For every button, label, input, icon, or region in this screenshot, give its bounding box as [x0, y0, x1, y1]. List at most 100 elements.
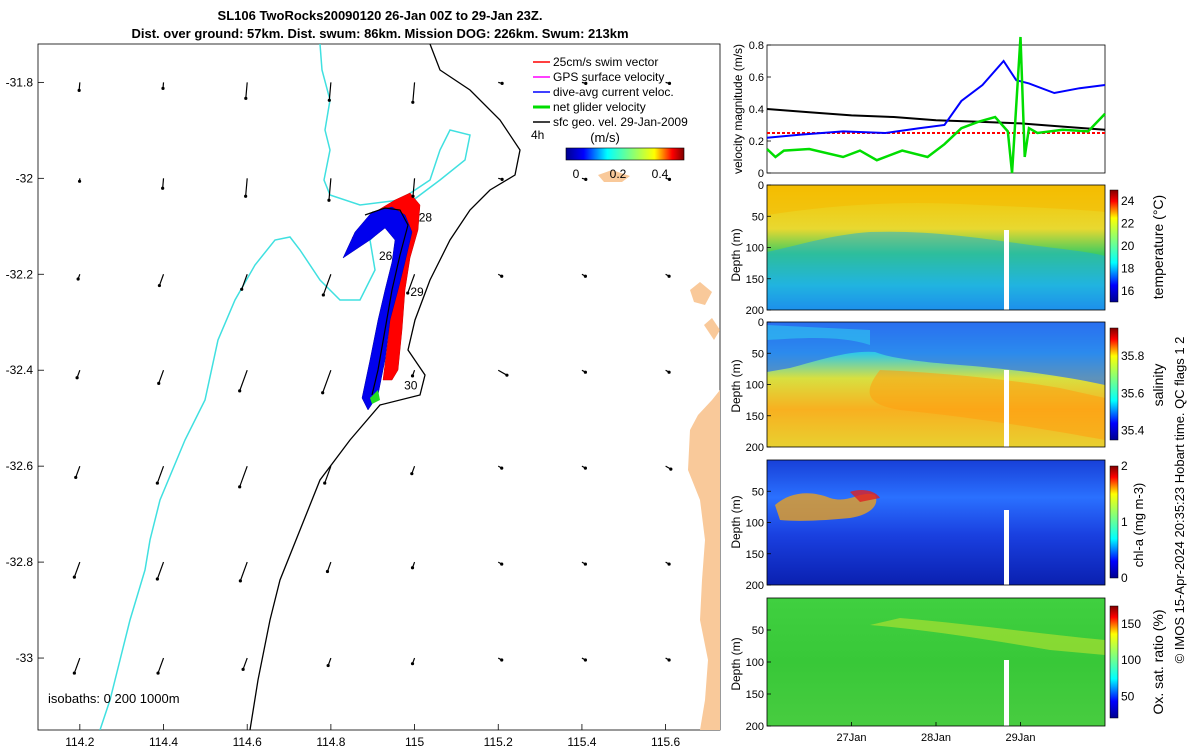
- vel-ytick-label: 0.2: [749, 136, 764, 148]
- track-line: [364, 207, 409, 396]
- colorbar-tick-label: 16: [1121, 284, 1135, 298]
- figure-title-line1: SL106 TwoRocks20090120 26-Jan 00Z to 29-…: [217, 8, 543, 23]
- surface-velocity-vectors: [72, 81, 673, 675]
- map-xtick-label: 114.4: [149, 735, 178, 749]
- velocity-vector: [322, 370, 332, 393]
- vector-head: [244, 96, 248, 100]
- vector-head: [500, 274, 504, 278]
- land-island-1: [690, 282, 712, 305]
- vel-ytick-label: 0.6: [749, 72, 764, 84]
- vector-head: [323, 481, 327, 485]
- vector-head: [583, 658, 587, 662]
- vector-head: [583, 274, 587, 278]
- velocity-vector: [328, 178, 332, 201]
- day-label: 28: [419, 210, 433, 224]
- colorbar-tick: 0.2: [610, 167, 627, 181]
- velocity-series: [766, 108, 1106, 131]
- vel-ytick-label: 0.4: [749, 104, 764, 116]
- vector-head: [75, 376, 79, 380]
- colorbar-tick-label: 35.6: [1121, 386, 1145, 400]
- vector-head: [238, 485, 242, 489]
- chl-cblabel: chl-a (mg m-3): [1131, 483, 1146, 568]
- isobath-1000: [99, 44, 471, 730]
- vector-head: [411, 100, 415, 104]
- velocity-series: [766, 36, 1106, 174]
- velocity-vector: [156, 561, 165, 580]
- time-tick-label: 29Jan: [1006, 732, 1036, 744]
- vector-head: [667, 274, 671, 278]
- temperature-panel: temperature (°C) 16 18 20 22 24 Depth (m) 0 5…: [729, 180, 1166, 317]
- vector-head: [667, 370, 671, 374]
- map-x-ticks: 114.2 114.4 114.6 114.8 115 115.2 115.4 115.6: [65, 724, 681, 749]
- vector-head: [584, 177, 588, 181]
- colorbar-tick-label: 2: [1121, 459, 1128, 473]
- vector-head: [667, 81, 672, 85]
- vector-head: [321, 391, 325, 395]
- vector-head: [584, 81, 588, 85]
- depth-tick-label: 50: [752, 348, 764, 360]
- day-labels: 26 28 29 30: [379, 210, 432, 392]
- colorbar-tick-label: 1: [1121, 515, 1128, 529]
- vector-head: [74, 475, 78, 480]
- legend-label: dive-avg current veloc.: [553, 85, 674, 99]
- map-xtick-label: 115: [405, 735, 424, 749]
- depth-label: Depth (m): [729, 359, 743, 412]
- map-xtick-label: 114.6: [233, 735, 262, 749]
- temperature-colorbar: [1109, 189, 1119, 303]
- salinity-panel: salinity 35.4 35.6 35.8 Depth (m) 0 50 100 15…: [729, 317, 1166, 454]
- vector-head: [500, 658, 504, 662]
- legend-label: net glider velocity: [553, 100, 646, 114]
- velocity-panel: 0 0.2 0.4 0.6 0.8 velocity magnitude (m/s): [731, 36, 1106, 180]
- oxygen-panel: Ox. sat. ratio (%) 50 100 150 Depth (m) 50…: [729, 597, 1166, 744]
- vector-head: [410, 374, 415, 378]
- legend-label: sfc geo. vel. 29-Jan-2009: [553, 115, 688, 129]
- colorbar-tick-label: 24: [1121, 194, 1135, 208]
- velocity-vector: [242, 657, 248, 670]
- vector-head: [669, 467, 673, 471]
- depth-tick-label: 200: [746, 442, 764, 454]
- map-ytick-label: -32.2: [6, 267, 34, 281]
- velocity-vector: [245, 178, 248, 197]
- vector-head: [157, 381, 161, 385]
- vector-head: [155, 577, 159, 581]
- depth-label: Depth (m): [729, 637, 743, 690]
- imos-credit: © IMOS 15-Apr-2024 20:35:23 Hobart time.…: [1172, 337, 1187, 664]
- velocity-vector: [326, 561, 332, 572]
- temperature-cblabel: temperature (°C): [1150, 195, 1166, 299]
- oxygen-cblabel: Ox. sat. ratio (%): [1150, 609, 1166, 714]
- vector-head: [161, 86, 165, 90]
- map-xtick-label: 115.2: [484, 735, 513, 749]
- depth-tick-label: 100: [746, 518, 764, 530]
- depth-tick-label: 150: [746, 411, 764, 423]
- map-xtick-label: 114.8: [316, 735, 345, 749]
- vector-head: [72, 575, 76, 579]
- map-xtick-label: 115.6: [651, 735, 680, 749]
- vector-head: [326, 663, 330, 668]
- map-xtick-label: 115.4: [567, 735, 596, 749]
- colorbar-tick-label: 150: [1121, 617, 1141, 631]
- depth-tick-label: 100: [746, 380, 764, 392]
- velocity-vector: [239, 465, 248, 488]
- figure-title-line2: Dist. over ground: 57km. Dist. swum: 86k…: [131, 26, 629, 41]
- colorbar-tick-label: 18: [1121, 261, 1135, 275]
- map-ytick-label: -33: [16, 651, 34, 665]
- map-xtick-label: 114.2: [65, 735, 94, 749]
- isobaths-label: isobaths: 0 200 1000m: [48, 691, 180, 706]
- map-ytick-label: -32: [16, 171, 34, 185]
- depth-tick-label: 200: [746, 580, 764, 592]
- map-y-ticks: -31.8 -32 -32.2 -32.4 -32.6 -32.8 -33: [6, 75, 44, 665]
- vector-head: [157, 283, 162, 288]
- vector-head: [327, 198, 331, 202]
- vector-head: [321, 293, 325, 297]
- vector-head: [667, 562, 671, 566]
- vector-head: [156, 671, 160, 675]
- land-coast: [688, 390, 720, 730]
- depth-tick-label: 100: [746, 243, 764, 255]
- depth-tick-label: 50: [752, 625, 764, 637]
- velocity-vector: [73, 561, 81, 578]
- speed-colorbar: [565, 147, 685, 161]
- colorbar-tick: 0.4: [652, 167, 669, 181]
- depth-tick-label: 0: [758, 180, 764, 192]
- velocity-vector: [407, 274, 416, 294]
